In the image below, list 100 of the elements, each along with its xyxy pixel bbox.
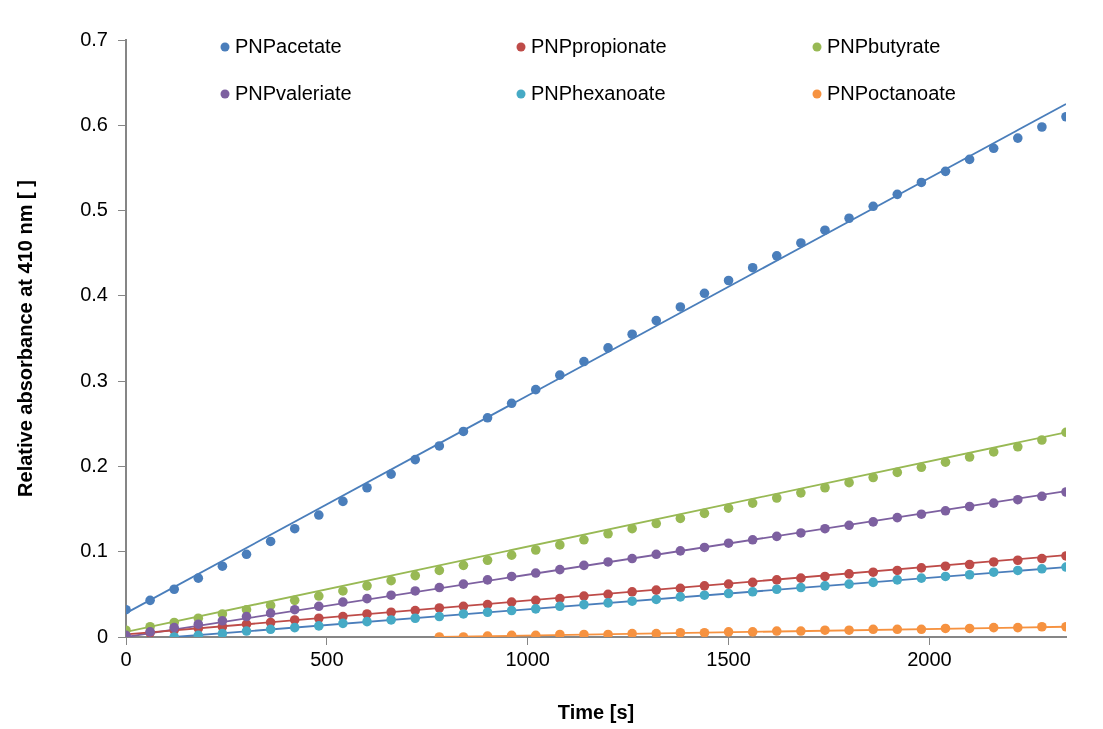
point <box>988 498 999 508</box>
point <box>627 329 637 340</box>
point <box>1037 621 1047 632</box>
point <box>940 623 951 634</box>
x-tick-label: 1500 <box>706 647 751 670</box>
point <box>1037 553 1047 564</box>
point <box>145 595 155 606</box>
point <box>555 370 565 380</box>
point <box>1037 122 1047 132</box>
y-tick-label: 0.4 <box>80 283 108 306</box>
point <box>530 595 541 606</box>
point <box>820 225 830 235</box>
point <box>458 426 469 437</box>
point <box>940 457 951 467</box>
legend-label: PNPacetate <box>235 34 342 57</box>
point <box>458 579 469 589</box>
point <box>410 454 421 465</box>
point <box>410 586 421 596</box>
point <box>289 622 300 633</box>
point <box>844 477 854 488</box>
point <box>530 604 541 614</box>
point <box>603 629 613 637</box>
point <box>747 498 758 508</box>
point <box>796 528 806 538</box>
x-tick-label: 0 <box>120 647 132 670</box>
point <box>651 628 662 637</box>
point <box>603 589 613 600</box>
point <box>892 512 903 523</box>
point <box>820 482 830 493</box>
legend-label: PNPvaleriate <box>235 81 352 104</box>
point <box>1012 442 1023 452</box>
point <box>265 624 276 635</box>
point <box>434 441 445 451</box>
point <box>338 597 348 607</box>
point <box>458 560 469 571</box>
point <box>699 542 710 553</box>
point <box>747 587 758 597</box>
point <box>603 557 613 567</box>
point <box>675 583 686 594</box>
point <box>699 508 710 519</box>
point <box>217 561 228 572</box>
y-tick-label: 0.5 <box>80 198 108 221</box>
point <box>675 546 686 556</box>
point <box>603 598 613 608</box>
point <box>579 534 589 545</box>
point <box>530 384 541 395</box>
point <box>988 143 999 154</box>
point <box>1037 435 1047 445</box>
point <box>723 275 734 286</box>
point <box>723 627 734 637</box>
point <box>988 557 999 567</box>
point <box>651 518 662 529</box>
point <box>747 577 758 588</box>
point <box>699 288 710 299</box>
point <box>530 568 541 578</box>
x-axis-title: Time [s] <box>557 700 635 723</box>
point <box>241 611 252 622</box>
point <box>289 595 300 606</box>
point <box>796 626 806 636</box>
point <box>217 616 228 626</box>
point <box>338 618 348 629</box>
point <box>892 565 903 576</box>
point <box>964 559 975 570</box>
point <box>579 591 589 601</box>
point <box>699 590 710 601</box>
point <box>844 520 854 531</box>
point <box>1037 563 1047 574</box>
point <box>314 621 324 631</box>
point <box>434 603 445 613</box>
point <box>796 582 806 593</box>
point <box>699 627 710 637</box>
point <box>314 601 324 612</box>
point <box>844 579 854 589</box>
point <box>410 570 421 581</box>
point <box>892 624 903 635</box>
point <box>362 482 372 493</box>
point <box>820 571 830 582</box>
point <box>916 509 927 519</box>
point <box>771 626 782 636</box>
point <box>193 573 204 583</box>
y-tick-label: 0.2 <box>80 453 108 476</box>
point <box>338 586 348 596</box>
y-axis-title: Relative absorbance at 410 nm [ ] <box>13 180 36 497</box>
point <box>555 629 565 637</box>
point <box>892 189 903 200</box>
point <box>627 523 637 534</box>
point <box>844 625 854 635</box>
legend-label: PNPhexanoate <box>531 81 666 104</box>
point <box>627 553 637 564</box>
point <box>627 596 637 606</box>
x-tick-label: 2000 <box>907 647 952 670</box>
point <box>482 607 493 618</box>
point <box>868 472 878 483</box>
point <box>892 467 903 478</box>
point <box>723 588 734 599</box>
point <box>506 605 517 616</box>
point <box>771 250 782 261</box>
point <box>868 517 878 527</box>
legend-label: PNPoctanoate <box>827 81 956 104</box>
point <box>458 609 469 619</box>
